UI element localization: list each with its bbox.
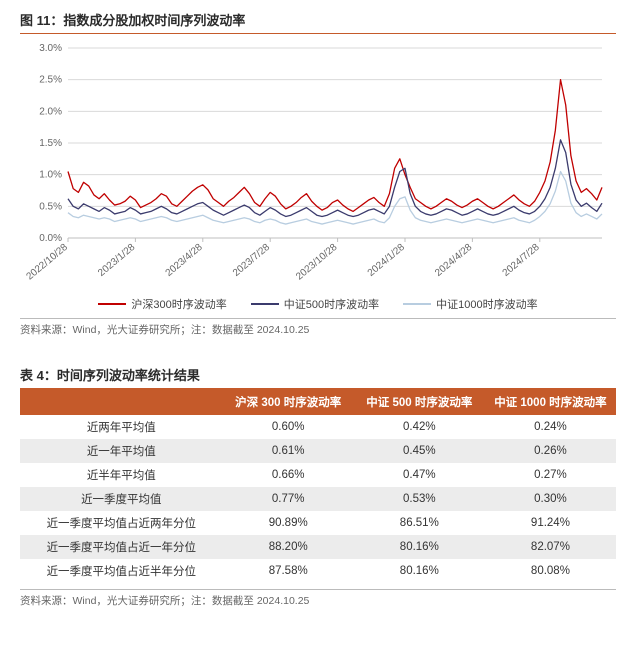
table-cell: 0.26% bbox=[485, 439, 616, 463]
table-cell: 0.61% bbox=[223, 439, 354, 463]
figure-title: 图 11：指数成分股加权时间序列波动率 bbox=[20, 10, 616, 34]
table-cell: 80.08% bbox=[485, 559, 616, 583]
table-header-cell bbox=[20, 389, 223, 415]
table-row: 近一季度平均值占近一年分位88.20%80.16%82.07% bbox=[20, 535, 616, 559]
table-cell: 87.58% bbox=[223, 559, 354, 583]
legend-swatch bbox=[251, 303, 279, 305]
table-row: 近半年平均值0.66%0.47%0.27% bbox=[20, 463, 616, 487]
table-cell: 0.30% bbox=[485, 487, 616, 511]
legend-item: 中证1000时序波动率 bbox=[403, 296, 537, 312]
table-row-label: 近两年平均值 bbox=[20, 415, 223, 439]
svg-text:3.0%: 3.0% bbox=[39, 43, 62, 54]
svg-text:2024/1/28: 2024/1/28 bbox=[366, 242, 407, 279]
table-header-cell: 中证 1000 时序波动率 bbox=[485, 389, 616, 415]
svg-text:2022/10/28: 2022/10/28 bbox=[25, 242, 71, 283]
svg-text:1.0%: 1.0% bbox=[39, 170, 62, 181]
table-cell: 0.27% bbox=[485, 463, 616, 487]
figure-block: 图 11：指数成分股加权时间序列波动率 0.0% 0.5% 1.0% 1.5% 2.0%… bbox=[20, 10, 616, 337]
table-row: 近一季度平均值占近半年分位87.58%80.16%80.08% bbox=[20, 559, 616, 583]
table-row-label: 近一季度平均值占近半年分位 bbox=[20, 559, 223, 583]
table-cell: 82.07% bbox=[485, 535, 616, 559]
legend-label: 中证500时序波动率 bbox=[284, 296, 379, 312]
table-header-row: 沪深 300 时序波动率中证 500 时序波动率中证 1000 时序波动率 bbox=[20, 389, 616, 415]
table-row: 近一季度平均值占近两年分位90.89%86.51%91.24% bbox=[20, 511, 616, 535]
svg-text:2.5%: 2.5% bbox=[39, 75, 62, 86]
table-cell: 0.24% bbox=[485, 415, 616, 439]
table-cell: 80.16% bbox=[354, 535, 485, 559]
table-title: 表 4：时间序列波动率统计结果 bbox=[20, 365, 616, 389]
table-body: 近两年平均值0.60%0.42%0.24%近一年平均值0.61%0.45%0.2… bbox=[20, 415, 616, 583]
table-row-label: 近一季度平均值 bbox=[20, 487, 223, 511]
svg-text:0.0%: 0.0% bbox=[39, 233, 62, 244]
table-cell: 91.24% bbox=[485, 511, 616, 535]
svg-text:2023/1/28: 2023/1/28 bbox=[96, 242, 137, 279]
legend-swatch bbox=[403, 303, 431, 305]
table-cell: 0.45% bbox=[354, 439, 485, 463]
table-row-label: 近一季度平均值占近一年分位 bbox=[20, 535, 223, 559]
svg-text:2024/7/28: 2024/7/28 bbox=[501, 242, 542, 279]
svg-text:2024/4/28: 2024/4/28 bbox=[433, 242, 474, 279]
svg-text:1.5%: 1.5% bbox=[39, 138, 62, 149]
svg-text:2023/4/28: 2023/4/28 bbox=[164, 242, 205, 279]
table-cell: 86.51% bbox=[354, 511, 485, 535]
table-block: 表 4：时间序列波动率统计结果 沪深 300 时序波动率中证 500 时序波动率… bbox=[20, 365, 616, 608]
table-cell: 0.66% bbox=[223, 463, 354, 487]
chart-legend: 沪深300时序波动率 中证500时序波动率 中证1000时序波动率 bbox=[20, 296, 616, 312]
table-cell: 80.16% bbox=[354, 559, 485, 583]
table-row: 近一季度平均值0.77%0.53%0.30% bbox=[20, 487, 616, 511]
svg-text:0.5%: 0.5% bbox=[39, 201, 62, 212]
legend-label: 沪深300时序波动率 bbox=[131, 296, 226, 312]
table-source-note: 资料来源：Wind，光大证券研究所；注：数据截至 2024.10.25 bbox=[20, 589, 616, 608]
table-cell: 0.60% bbox=[223, 415, 354, 439]
table-cell: 0.42% bbox=[354, 415, 485, 439]
table-row: 近一年平均值0.61%0.45%0.26% bbox=[20, 439, 616, 463]
line-chart: 0.0% 0.5% 1.0% 1.5% 2.0% 2.5% 3.0% 2022/10/28 20… bbox=[20, 40, 610, 290]
table-cell: 0.47% bbox=[354, 463, 485, 487]
figure-source-note: 资料来源：Wind，光大证券研究所；注：数据截至 2024.10.25 bbox=[20, 318, 616, 337]
table-cell: 90.89% bbox=[223, 511, 354, 535]
stats-table: 沪深 300 时序波动率中证 500 时序波动率中证 1000 时序波动率 近两… bbox=[20, 389, 616, 583]
table-cell: 88.20% bbox=[223, 535, 354, 559]
legend-label: 中证1000时序波动率 bbox=[436, 296, 537, 312]
chart-svg: 0.0% 0.5% 1.0% 1.5% 2.0% 2.5% 3.0% 2022/10/28 20… bbox=[20, 40, 610, 290]
svg-text:2.0%: 2.0% bbox=[39, 106, 62, 117]
table-row-label: 近一季度平均值占近两年分位 bbox=[20, 511, 223, 535]
table-header-cell: 沪深 300 时序波动率 bbox=[223, 389, 354, 415]
svg-text:2023/7/28: 2023/7/28 bbox=[231, 242, 272, 279]
table-cell: 0.77% bbox=[223, 487, 354, 511]
table-row-label: 近半年平均值 bbox=[20, 463, 223, 487]
table-header-cell: 中证 500 时序波动率 bbox=[354, 389, 485, 415]
legend-item: 中证500时序波动率 bbox=[251, 296, 379, 312]
table-row-label: 近一年平均值 bbox=[20, 439, 223, 463]
table-row: 近两年平均值0.60%0.42%0.24% bbox=[20, 415, 616, 439]
table-cell: 0.53% bbox=[354, 487, 485, 511]
legend-swatch bbox=[98, 303, 126, 305]
svg-text:2023/10/28: 2023/10/28 bbox=[294, 242, 340, 283]
legend-item: 沪深300时序波动率 bbox=[98, 296, 226, 312]
